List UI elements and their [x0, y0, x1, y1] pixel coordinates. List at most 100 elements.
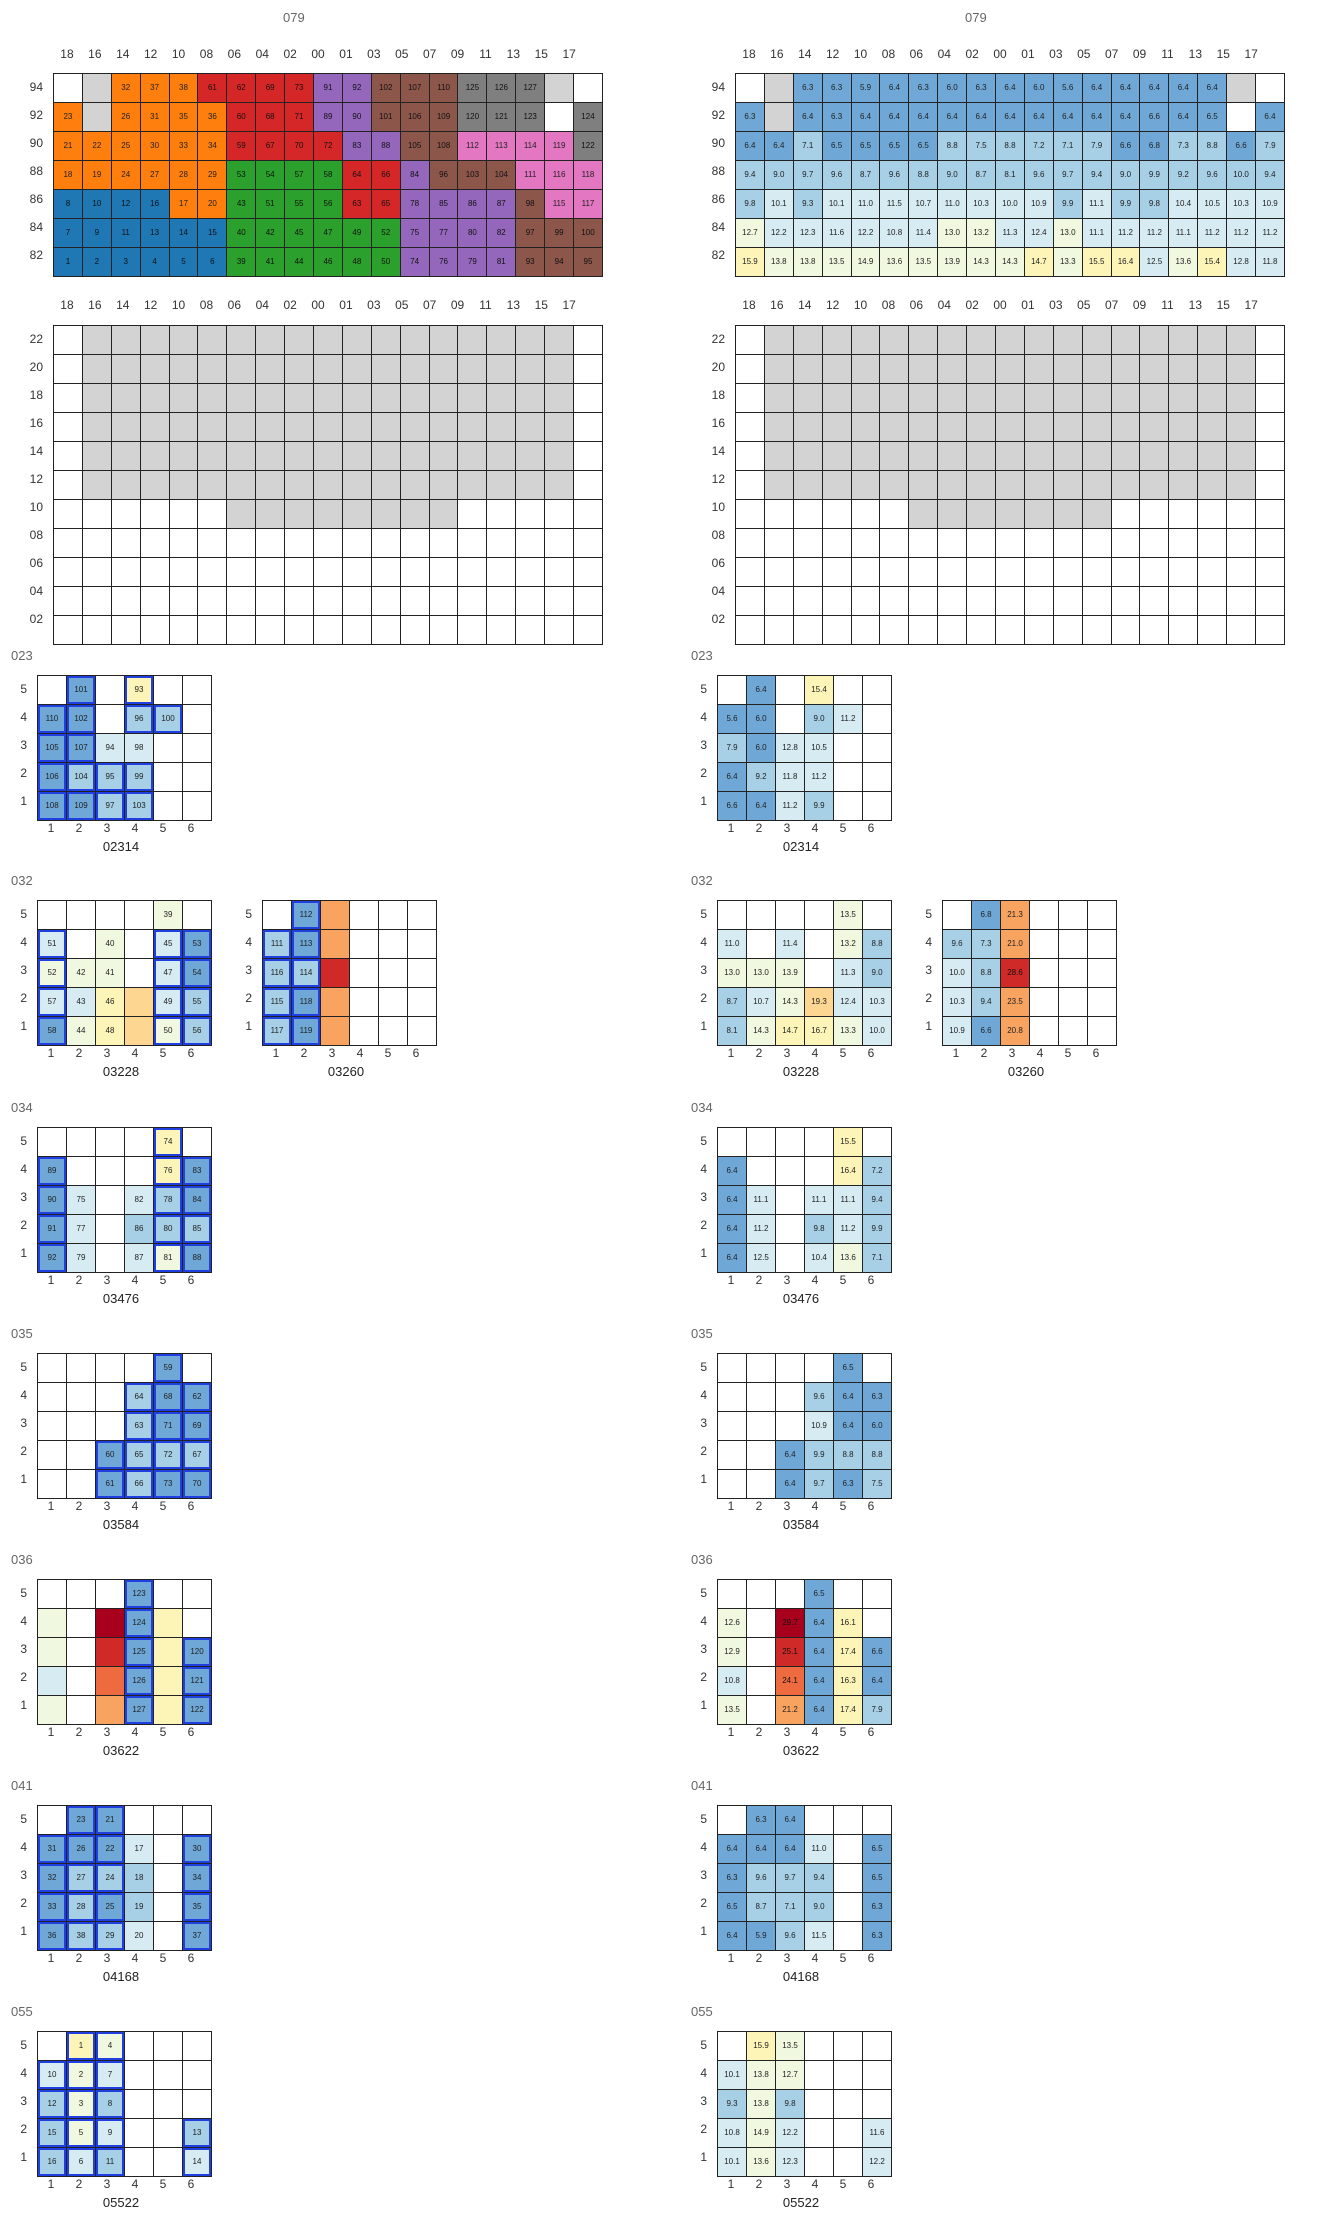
grid-cell[interactable]: 11.2 [833, 1214, 863, 1244]
grid-cell[interactable]: 9.8 [804, 1214, 834, 1244]
grid-cell[interactable] [1110, 412, 1141, 442]
grid-cell[interactable] [182, 733, 212, 763]
grid-cell[interactable]: 32 [110, 73, 141, 103]
grid-cell[interactable] [862, 1353, 892, 1383]
grid-cell[interactable] [95, 900, 125, 930]
grid-cell[interactable]: 8.8 [1197, 131, 1228, 161]
grid-cell[interactable]: 11.1 [804, 1185, 834, 1215]
grid-cell[interactable] [457, 325, 488, 355]
grid-cell[interactable] [515, 325, 546, 355]
grid-cell[interactable] [735, 499, 765, 529]
grid-cell[interactable]: 9.7 [804, 1469, 834, 1499]
grid-cell[interactable]: 63 [341, 189, 372, 219]
grid-cell[interactable] [515, 586, 546, 616]
grid-cell[interactable] [182, 2060, 212, 2090]
grid-cell[interactable] [775, 1243, 805, 1273]
grid-cell[interactable] [746, 1440, 776, 1470]
grid-cell[interactable] [139, 383, 170, 413]
grid-cell[interactable]: 6.4 [879, 102, 910, 132]
grid-cell[interactable] [862, 733, 892, 763]
grid-cell[interactable] [81, 557, 112, 587]
grid-cell[interactable]: 119 [291, 1016, 321, 1046]
grid-cell[interactable] [255, 586, 286, 616]
grid-cell[interactable]: 67 [182, 1440, 212, 1470]
grid-cell[interactable]: 100 [153, 704, 183, 734]
grid-cell[interactable] [1197, 354, 1228, 384]
grid-cell[interactable] [153, 1921, 183, 1951]
grid-cell[interactable] [284, 354, 315, 384]
grid-cell[interactable] [320, 929, 350, 959]
grid-cell[interactable]: 12.7 [775, 2060, 805, 2090]
grid-cell[interactable]: 61 [197, 73, 228, 103]
grid-cell[interactable]: 13 [182, 2118, 212, 2148]
grid-cell[interactable] [995, 586, 1025, 616]
grid-cell[interactable]: 9.9 [804, 791, 834, 821]
grid-cell[interactable] [995, 470, 1025, 500]
grid-cell[interactable]: 13.8 [792, 247, 823, 277]
grid-cell[interactable]: 6.4 [804, 1608, 834, 1638]
grid-cell[interactable] [937, 325, 968, 355]
grid-cell[interactable] [320, 958, 350, 988]
grid-cell[interactable] [37, 1695, 67, 1725]
grid-cell[interactable] [110, 615, 141, 645]
grid-cell[interactable]: 11.0 [937, 189, 968, 219]
grid-cell[interactable] [95, 1243, 125, 1273]
grid-cell[interactable] [284, 528, 315, 558]
grid-cell[interactable] [833, 1805, 863, 1835]
grid-cell[interactable] [879, 557, 910, 587]
grid-cell[interactable] [1023, 325, 1054, 355]
grid-cell[interactable]: 6.4 [1081, 102, 1112, 132]
grid-cell[interactable] [1168, 354, 1199, 384]
grid-cell[interactable]: 10.0 [862, 1016, 892, 1046]
grid-cell[interactable] [735, 412, 765, 442]
grid-cell[interactable] [1139, 354, 1170, 384]
grid-cell[interactable]: 98 [515, 189, 546, 219]
grid-cell[interactable]: 8.1 [717, 1016, 747, 1046]
grid-cell[interactable]: 6.4 [735, 131, 765, 161]
grid-cell[interactable] [197, 470, 228, 500]
grid-cell[interactable]: 70 [284, 131, 315, 161]
grid-cell[interactable]: 83 [182, 1156, 212, 1186]
grid-cell[interactable] [879, 383, 910, 413]
grid-cell[interactable] [1168, 383, 1199, 413]
grid-cell[interactable] [124, 2031, 154, 2061]
grid-cell[interactable] [966, 470, 997, 500]
grid-cell[interactable] [1168, 557, 1199, 587]
grid-cell[interactable] [255, 528, 286, 558]
grid-cell[interactable]: 125 [124, 1637, 154, 1667]
grid-cell[interactable]: 9.8 [735, 189, 765, 219]
grid-cell[interactable] [153, 1863, 183, 1893]
grid-cell[interactable] [1197, 615, 1228, 645]
grid-cell[interactable] [197, 528, 228, 558]
grid-cell[interactable]: 7.9 [1081, 131, 1112, 161]
grid-cell[interactable] [995, 412, 1025, 442]
grid-cell[interactable] [168, 528, 199, 558]
grid-cell[interactable]: 6.4 [775, 1834, 805, 1864]
grid-cell[interactable] [746, 1666, 776, 1696]
grid-cell[interactable]: 38 [168, 73, 199, 103]
grid-cell[interactable]: 27 [66, 1863, 96, 1893]
grid-cell[interactable] [153, 1805, 183, 1835]
grid-cell[interactable]: 29.7 [775, 1608, 805, 1638]
grid-cell[interactable] [937, 499, 968, 529]
grid-cell[interactable] [717, 1579, 747, 1609]
grid-cell[interactable]: 88 [182, 1243, 212, 1273]
grid-cell[interactable] [717, 1353, 747, 1383]
grid-cell[interactable]: 6.5 [717, 1892, 747, 1922]
grid-cell[interactable] [1087, 929, 1117, 959]
grid-cell[interactable]: 9 [95, 2118, 125, 2148]
grid-cell[interactable]: 72 [153, 1440, 183, 1470]
grid-cell[interactable]: 6.6 [862, 1637, 892, 1667]
grid-cell[interactable]: 13.5 [717, 1695, 747, 1725]
grid-cell[interactable] [1226, 615, 1257, 645]
grid-cell[interactable] [197, 586, 228, 616]
grid-cell[interactable] [168, 441, 199, 471]
grid-cell[interactable]: 7.9 [1255, 131, 1285, 161]
grid-cell[interactable] [966, 354, 997, 384]
grid-cell[interactable]: 6.3 [833, 1469, 863, 1499]
grid-cell[interactable] [1029, 900, 1059, 930]
grid-cell[interactable] [168, 325, 199, 355]
grid-cell[interactable]: 102 [66, 704, 96, 734]
grid-cell[interactable]: 13.8 [763, 247, 794, 277]
grid-cell[interactable]: 120 [457, 102, 488, 132]
